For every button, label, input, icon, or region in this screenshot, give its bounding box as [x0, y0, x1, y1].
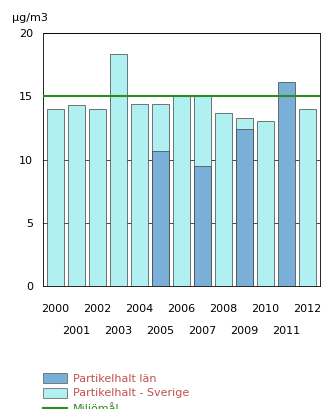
Bar [257, 121, 274, 286]
Text: 2008: 2008 [209, 304, 238, 314]
Bar [194, 166, 211, 286]
Bar [131, 104, 148, 286]
Text: 2000: 2000 [42, 304, 70, 314]
Bar [278, 82, 295, 286]
Text: 2005: 2005 [147, 326, 175, 336]
Bar [236, 129, 253, 286]
Text: 2006: 2006 [167, 304, 196, 314]
Bar [194, 96, 211, 286]
Text: µg/m3: µg/m3 [13, 13, 48, 22]
Bar [236, 118, 253, 286]
Bar [152, 104, 169, 286]
Legend: Partikelhalt län, Partikelhalt - Sverige, Miljömål: Partikelhalt län, Partikelhalt - Sverige… [43, 373, 189, 409]
Bar [89, 109, 106, 286]
Bar [68, 105, 85, 286]
Bar [47, 109, 64, 286]
Text: 2004: 2004 [125, 304, 154, 314]
Text: 2011: 2011 [273, 326, 301, 336]
Bar [110, 54, 127, 286]
Text: 2012: 2012 [293, 304, 322, 314]
Text: 2009: 2009 [230, 326, 259, 336]
Text: 2003: 2003 [104, 326, 133, 336]
Text: 2001: 2001 [62, 326, 90, 336]
Bar [173, 96, 190, 286]
Text: 2002: 2002 [83, 304, 112, 314]
Bar [152, 151, 169, 286]
Text: 2007: 2007 [188, 326, 216, 336]
Text: 2010: 2010 [251, 304, 280, 314]
Bar [299, 109, 316, 286]
Bar [215, 112, 232, 286]
